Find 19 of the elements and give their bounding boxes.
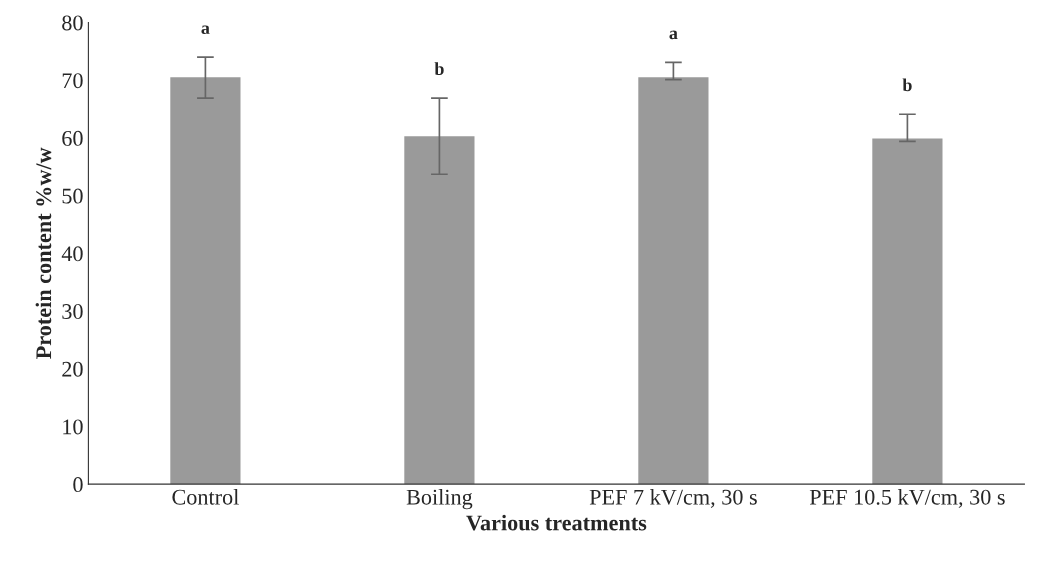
- y-tick-label: 60: [62, 130, 83, 146]
- annotation: b: [902, 78, 912, 92]
- y-tick-label: 20: [62, 361, 83, 377]
- y-tick-label: 80: [62, 15, 83, 31]
- annotation: a: [201, 25, 210, 35]
- annotation: a: [669, 30, 678, 40]
- y-tick-label: 40: [61, 246, 83, 262]
- x-tick-label: Boiling: [406, 489, 473, 510]
- y-tick-label: 0: [73, 477, 83, 493]
- y-tick-label: 10: [63, 419, 83, 435]
- y-tick-label: 30: [62, 303, 83, 319]
- y-tick-label: 70: [62, 73, 83, 89]
- x-tick-label: PEF 7 kV/cm, 30 s: [589, 489, 757, 508]
- y-axis-title: Protein content %w/w: [35, 147, 52, 359]
- x-tick-label: Control: [172, 489, 239, 505]
- annotation: b: [434, 62, 444, 75]
- y-tick-label: 50: [62, 188, 83, 204]
- x-axis-title: Various treatments: [466, 514, 647, 531]
- x-tick-label: PEF 10.5 kV/cm, 30 s: [809, 489, 1005, 508]
